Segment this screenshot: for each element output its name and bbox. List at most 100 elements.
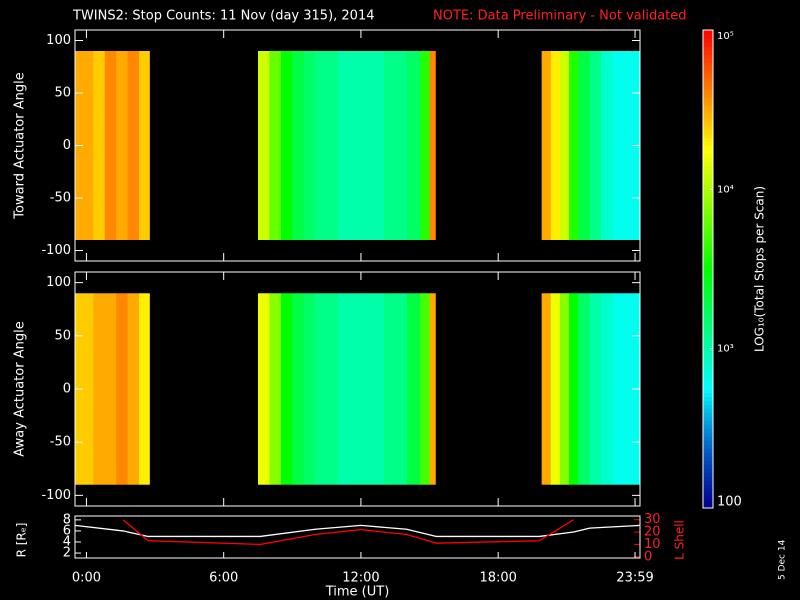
colorbar-step (703, 121, 713, 127)
y2-tick-label: 20 (644, 525, 661, 540)
spectrogram-column (569, 293, 579, 485)
colorbar-step (703, 257, 713, 262)
spectrogram-column (550, 51, 561, 240)
x-tick-label: 23:59 (616, 571, 653, 586)
colorbar-step (703, 340, 713, 346)
spectrogram-column (559, 293, 570, 485)
spectrogram-column (420, 51, 431, 240)
spectrogram-column (139, 293, 150, 485)
colorbar-step (703, 30, 713, 35)
x-axis-label: Time (UT) (325, 585, 390, 600)
colorbar-step (703, 117, 713, 123)
colorbar-step (703, 81, 713, 87)
colorbar-step (703, 97, 713, 103)
panel-frame (74, 29, 641, 262)
spectrogram-column (429, 51, 436, 240)
colorbar-step (703, 173, 713, 178)
colorbar-step (703, 504, 713, 509)
spectrogram-column (338, 293, 362, 485)
y-tick-label: 50 (54, 328, 71, 343)
colorbar-step (703, 412, 713, 417)
spectrogram-column (93, 293, 106, 485)
colorbar-step (703, 496, 713, 501)
spectrogram-column (280, 51, 293, 240)
colorbar-step (703, 233, 713, 238)
colorbar-tick-label: 10⁵ (717, 31, 734, 42)
spectrogram-column (601, 51, 614, 240)
colorbar-step (703, 344, 713, 350)
colorbar-step (703, 185, 713, 190)
colorbar-step (703, 189, 713, 194)
colorbar-step (703, 93, 713, 99)
colorbar-step (703, 484, 713, 489)
colorbar-step (703, 384, 713, 389)
colorbar-step (703, 217, 713, 222)
y-tick-label: -50 (50, 191, 71, 206)
spectrogram-column (589, 51, 602, 240)
colorbar-step (703, 388, 713, 393)
spectrogram-column (104, 51, 117, 240)
colorbar-step (703, 141, 713, 147)
colorbar-step (703, 488, 713, 493)
colorbar-step (703, 336, 713, 342)
colorbar-step (703, 392, 713, 397)
title: TWINS2: Stop Counts: 11 Nov (day 315), 2… (72, 9, 375, 24)
colorbar-step (703, 105, 713, 111)
spectrogram-column (315, 51, 339, 240)
spectrogram-column (75, 293, 94, 485)
colorbar-step (703, 408, 713, 413)
spectrogram-column (93, 51, 106, 240)
spectrogram-column (420, 293, 431, 485)
colorbar-step (703, 209, 713, 214)
colorbar-step (703, 432, 713, 437)
colorbar-step (703, 33, 713, 39)
colorbar-step (703, 77, 713, 83)
spectrogram-column (269, 51, 282, 240)
y-tick-label: 50 (54, 86, 71, 101)
colorbar-step (703, 404, 713, 409)
spectrogram-column (559, 51, 570, 240)
spectrogram-column (292, 51, 305, 240)
colorbar-step (703, 249, 713, 254)
colorbar-step (703, 348, 713, 354)
colorbar-step (703, 265, 713, 270)
colorbar-step (703, 356, 713, 362)
colorbar-step (703, 169, 713, 174)
spectrogram-column (360, 51, 385, 240)
colorbar-step (703, 468, 713, 473)
colorbar-step (703, 149, 713, 154)
spectrogram-column (116, 293, 129, 485)
spectrogram-column (315, 293, 339, 485)
colorbar-step (703, 61, 713, 67)
colorbar-step (703, 456, 713, 461)
spectrogram-column (406, 51, 421, 240)
y2-tick-label: 10 (644, 537, 661, 552)
colorbar-step (703, 300, 713, 306)
colorbar-step (703, 153, 713, 158)
spectrogram-column (269, 293, 282, 485)
colorbar-step (703, 125, 713, 131)
y-tick-label: 0 (63, 382, 71, 397)
colorbar-step (703, 65, 713, 71)
colorbar-step (703, 444, 713, 449)
spectrogram-column (303, 293, 316, 485)
spectrogram-column (360, 293, 385, 485)
colorbar-step (703, 296, 713, 302)
colorbar-step (703, 428, 713, 433)
colorbar-step (703, 280, 713, 286)
colorbar-step (703, 368, 713, 374)
colorbar-label: LOG₁₀(Total Stops per Scan) (753, 186, 767, 352)
colorbar-step (703, 181, 713, 186)
series-line (122, 519, 575, 546)
panel-frame (74, 515, 641, 559)
colorbar-tick-label: 10⁴ (717, 184, 734, 195)
spectrogram-column (541, 51, 552, 240)
colorbar-step (703, 213, 713, 218)
colorbar-step (703, 464, 713, 469)
spectrogram-column (569, 51, 579, 240)
spectrogram-column (578, 293, 591, 485)
spectrogram-column (383, 51, 408, 240)
spectrogram-column (257, 293, 270, 485)
colorbar-step (703, 312, 713, 318)
